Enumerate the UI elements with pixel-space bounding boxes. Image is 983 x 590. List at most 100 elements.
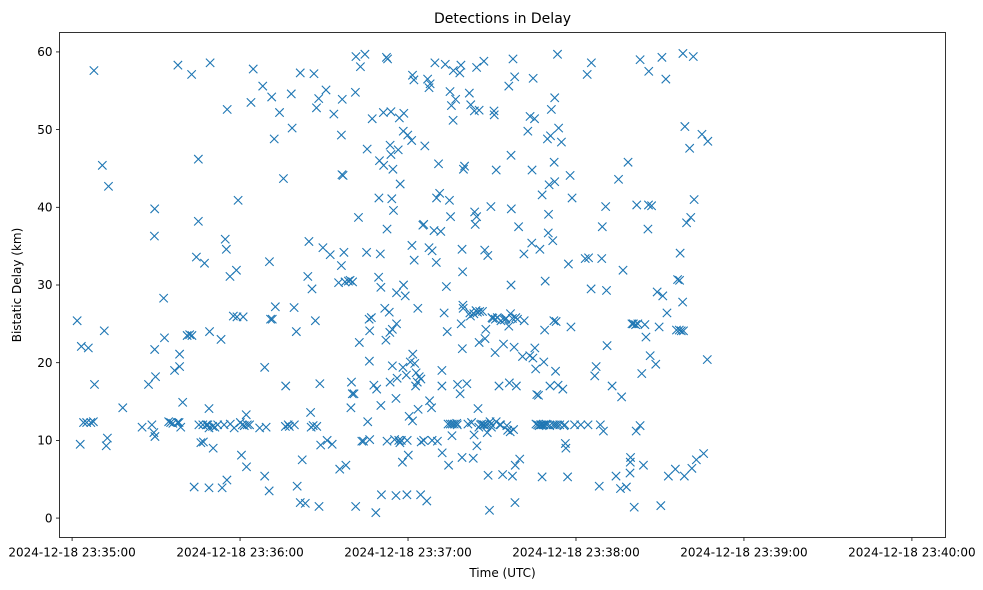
- data-point: [376, 282, 386, 292]
- data-point: [530, 343, 540, 353]
- data-point: [529, 114, 540, 124]
- data-point: [586, 58, 596, 68]
- data-point: [233, 195, 243, 205]
- data-point: [358, 436, 369, 446]
- data-point: [260, 471, 270, 481]
- data-point: [404, 411, 414, 421]
- data-point: [510, 460, 520, 470]
- data-point: [535, 244, 545, 254]
- data-point: [374, 193, 384, 203]
- data-point: [413, 404, 423, 414]
- data-point: [452, 418, 462, 428]
- data-point: [363, 417, 373, 427]
- data-point: [448, 65, 458, 76]
- data-point: [440, 59, 450, 69]
- data-point: [185, 330, 195, 340]
- data-point: [150, 344, 160, 355]
- data-point: [483, 250, 493, 261]
- data-point: [474, 105, 484, 115]
- data-point: [291, 327, 301, 337]
- data-point: [540, 325, 550, 335]
- data-point: [204, 483, 214, 493]
- data-point: [350, 87, 360, 97]
- data-point: [289, 302, 299, 313]
- data-point: [615, 483, 626, 494]
- data-point: [591, 361, 601, 372]
- data-point: [457, 244, 467, 254]
- data-point: [341, 460, 351, 470]
- data-point: [347, 389, 357, 399]
- data-point: [351, 501, 361, 512]
- data-point: [504, 378, 514, 388]
- data-point: [102, 433, 112, 443]
- data-point: [409, 255, 419, 265]
- data-point: [83, 343, 93, 353]
- data-point: [679, 471, 689, 481]
- data-point: [699, 449, 709, 459]
- data-point: [469, 430, 479, 440]
- data-point: [676, 326, 686, 336]
- data-point: [480, 245, 490, 255]
- data-point: [651, 359, 661, 369]
- data-point: [382, 54, 393, 64]
- data-point: [307, 284, 317, 294]
- data-point: [316, 440, 326, 450]
- data-point: [213, 420, 223, 430]
- data-point: [545, 381, 555, 391]
- data-point: [348, 277, 358, 287]
- data-point: [567, 193, 577, 203]
- data-point: [89, 65, 99, 76]
- data-point: [613, 174, 624, 184]
- data-point: [366, 313, 376, 323]
- data-point: [336, 130, 346, 140]
- data-point: [550, 93, 560, 103]
- data-point: [657, 52, 667, 62]
- data-point: [408, 349, 418, 359]
- data-point: [401, 370, 411, 380]
- data-point: [175, 349, 185, 359]
- y-tick-label: 40: [37, 201, 52, 215]
- data-point: [631, 426, 641, 436]
- data-point: [658, 291, 668, 301]
- data-point: [150, 204, 160, 214]
- data-point: [548, 236, 558, 246]
- data-point: [470, 207, 480, 217]
- data-point: [149, 231, 159, 241]
- data-point: [236, 450, 247, 460]
- data-point: [442, 327, 452, 337]
- data-point: [702, 354, 712, 365]
- data-point: [241, 462, 252, 472]
- data-point: [685, 143, 695, 153]
- data-point: [533, 390, 544, 400]
- data-point: [681, 218, 692, 228]
- data-point: [419, 435, 429, 445]
- data-point: [652, 287, 662, 297]
- data-point: [446, 100, 457, 111]
- data-point: [436, 226, 446, 236]
- data-point: [306, 407, 316, 418]
- data-point: [362, 247, 372, 257]
- data-point: [473, 403, 483, 414]
- data-point: [216, 334, 226, 344]
- data-point: [544, 180, 554, 190]
- data-point: [691, 455, 701, 465]
- data-point: [563, 259, 574, 269]
- data-point: [187, 330, 197, 341]
- data-point: [519, 249, 529, 259]
- x-axis: 2024-12-18 23:35:00 2024-12-18 23:36:00 20…: [8, 537, 976, 560]
- data-point: [457, 452, 467, 463]
- data-point: [673, 274, 683, 285]
- data-point: [510, 497, 520, 508]
- data-point: [187, 69, 197, 80]
- data-point: [173, 417, 183, 428]
- data-point: [335, 464, 345, 474]
- data-point: [431, 257, 441, 268]
- data-point: [238, 312, 248, 322]
- data-point: [433, 159, 444, 169]
- data-point: [489, 106, 499, 116]
- data-point: [231, 265, 242, 275]
- data-point: [217, 483, 227, 493]
- data-point: [458, 267, 468, 277]
- data-point: [367, 114, 377, 124]
- data-point: [464, 88, 474, 98]
